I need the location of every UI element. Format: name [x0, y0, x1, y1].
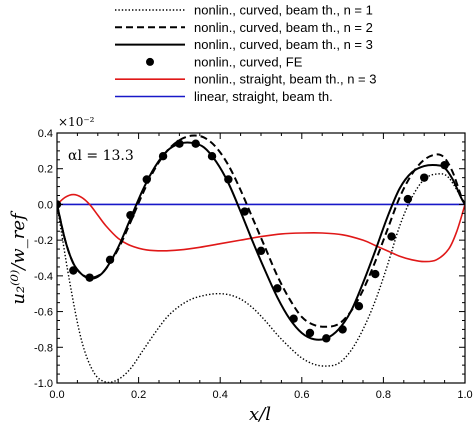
x-tick-label: 0.8 — [376, 389, 391, 401]
series-line — [57, 173, 465, 383]
y-tick-label: -0.4 — [34, 271, 53, 283]
fe-point — [420, 173, 429, 182]
fe-point — [126, 210, 135, 220]
x-tick-label: 1.0 — [457, 389, 472, 401]
annotation: αl = 13.3 — [68, 148, 134, 164]
legend-entry: nonlin., straight, beam th., n = 3 — [115, 72, 376, 87]
legend-label: nonlin., curved, beam th., n = 2 — [194, 20, 373, 35]
legend-entry: nonlin., curved, beam th., n = 3 — [115, 37, 373, 52]
fe-point — [289, 314, 298, 323]
fe-point — [305, 328, 315, 338]
plot-area — [57, 134, 465, 383]
legend-label: nonlin., curved, beam th., n = 3 — [194, 37, 373, 52]
x-tick-label: 0.2 — [131, 389, 146, 401]
fe-point — [224, 175, 233, 184]
fe-point — [142, 175, 151, 184]
fe-point — [371, 269, 380, 279]
legend-entry: linear, straight, beam th. — [115, 89, 333, 104]
x-axis-label: x/l — [249, 404, 271, 425]
y-tick-label: -0.2 — [34, 235, 53, 247]
fe-point — [175, 139, 184, 148]
fe-point — [403, 194, 413, 204]
fe-point — [354, 302, 364, 311]
series-line — [57, 141, 465, 341]
fe-point — [387, 232, 396, 241]
axes: 0.0 0.2 0.4 0.6 0.8 1.0 0.4 0.2 0.0 -0.2 -0.4 -0.6 -… — [34, 128, 473, 401]
fe-point — [256, 246, 266, 256]
fe-point — [240, 207, 249, 216]
x-tick-label: 0.4 — [213, 389, 228, 401]
legend-label: nonlin., curved, FE — [194, 54, 303, 69]
x-tick-label: 0.6 — [294, 389, 309, 401]
fe-point — [273, 284, 282, 293]
legend-label: linear, straight, beam th. — [194, 89, 333, 104]
y-tick-label: -0.8 — [34, 342, 53, 354]
y-tick-label: -1.0 — [34, 378, 53, 390]
series-line — [57, 134, 465, 328]
legend-label: nonlin., curved, beam th., n = 1 — [194, 3, 373, 18]
y-tick-label: -0.6 — [34, 307, 53, 319]
exponent-label: ×10⁻² — [58, 115, 95, 129]
fe-point — [158, 152, 168, 161]
y-tick-label: 0.2 — [38, 164, 53, 176]
legend-label: nonlin., straight, beam th., n = 3 — [194, 72, 376, 87]
fe-point — [85, 273, 94, 282]
x-tick-label: 0.0 — [49, 389, 64, 401]
y-tick-label: 0.0 — [38, 199, 53, 211]
legend-entry: nonlin., curved, beam th., n = 1 — [115, 3, 373, 18]
legend: nonlin., curved, beam th., n = 1 nonlin.,… — [115, 3, 376, 104]
fe-point — [191, 139, 200, 148]
fe-point — [338, 325, 347, 334]
y-axis-label: u₂⁽⁰⁾/w_ref — [8, 210, 29, 305]
legend-entry: nonlin., curved, FE — [146, 54, 303, 69]
y-tick-label: 0.4 — [38, 128, 53, 140]
fe-point — [440, 160, 449, 170]
fe-point — [207, 152, 217, 161]
legend-entry: nonlin., curved, beam th., n = 2 — [115, 20, 373, 35]
legend-marker — [146, 57, 154, 66]
fe-point — [69, 266, 78, 275]
fe-point — [105, 255, 115, 264]
fe-point — [322, 334, 331, 343]
